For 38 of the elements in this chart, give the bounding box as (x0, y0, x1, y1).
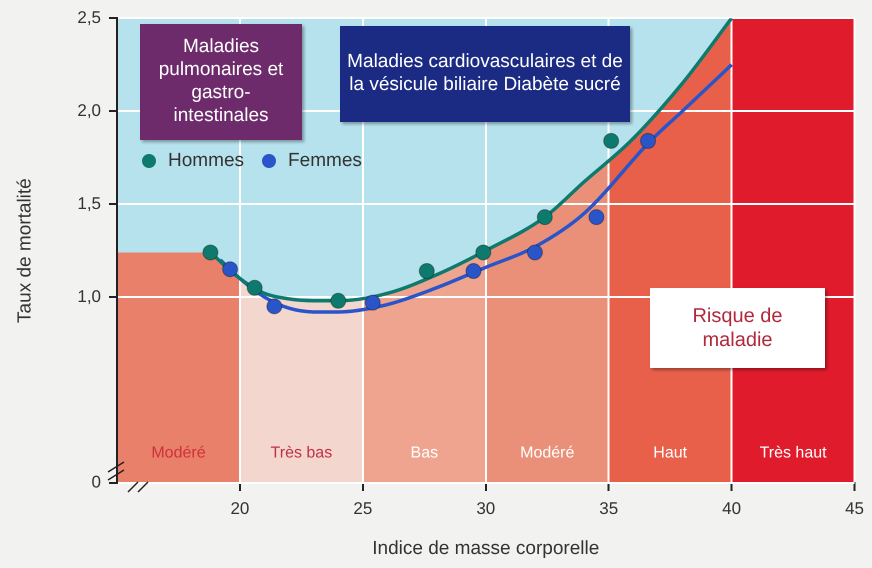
point (465, 263, 482, 280)
point (640, 132, 656, 149)
point (418, 263, 435, 280)
x-tick-label: 40 (722, 498, 742, 518)
x-tick-label: 30 (476, 498, 496, 518)
y-tick-label: 1,0 (77, 286, 101, 306)
x-tick-label: 20 (230, 498, 250, 518)
point (246, 280, 263, 296)
x-tick-label: 45 (845, 498, 864, 518)
point (588, 209, 604, 226)
y-tick-label: 2,5 (77, 8, 101, 27)
note-box: Maladies cardiovasculaires et de la vésicule biliaire Diabète sucré (340, 26, 630, 122)
band-label: Haut (653, 444, 688, 462)
note-box: Risque de maladie (650, 288, 825, 368)
x-tick-label: 35 (599, 498, 618, 518)
point (603, 132, 620, 149)
band-label: Bas (410, 444, 438, 462)
point (222, 261, 238, 278)
x-tick-label: 25 (353, 498, 372, 518)
band-label: Très bas (270, 444, 332, 462)
note-box: Maladies pulmonaires et gastro-intestinales (140, 24, 302, 140)
y-tick-label: 1,5 (77, 194, 101, 213)
point (202, 244, 218, 260)
band-label: Très haut (760, 444, 828, 462)
point (526, 244, 543, 260)
y-tick-label: 0 (92, 472, 101, 492)
legend-label: Hommes (168, 150, 244, 172)
point (475, 244, 492, 260)
legend-label: Femmes (288, 150, 362, 172)
point (330, 292, 346, 309)
y-axis-title: Taux de mortalité (14, 178, 36, 323)
point (266, 298, 282, 314)
point (536, 209, 553, 226)
y-tick-label: 2,0 (77, 100, 101, 120)
x-axis-title: Indice de masse corporelle (372, 538, 600, 559)
point (364, 294, 381, 311)
band-label: Modéré (520, 444, 574, 462)
band-label: Modéré (151, 444, 206, 462)
